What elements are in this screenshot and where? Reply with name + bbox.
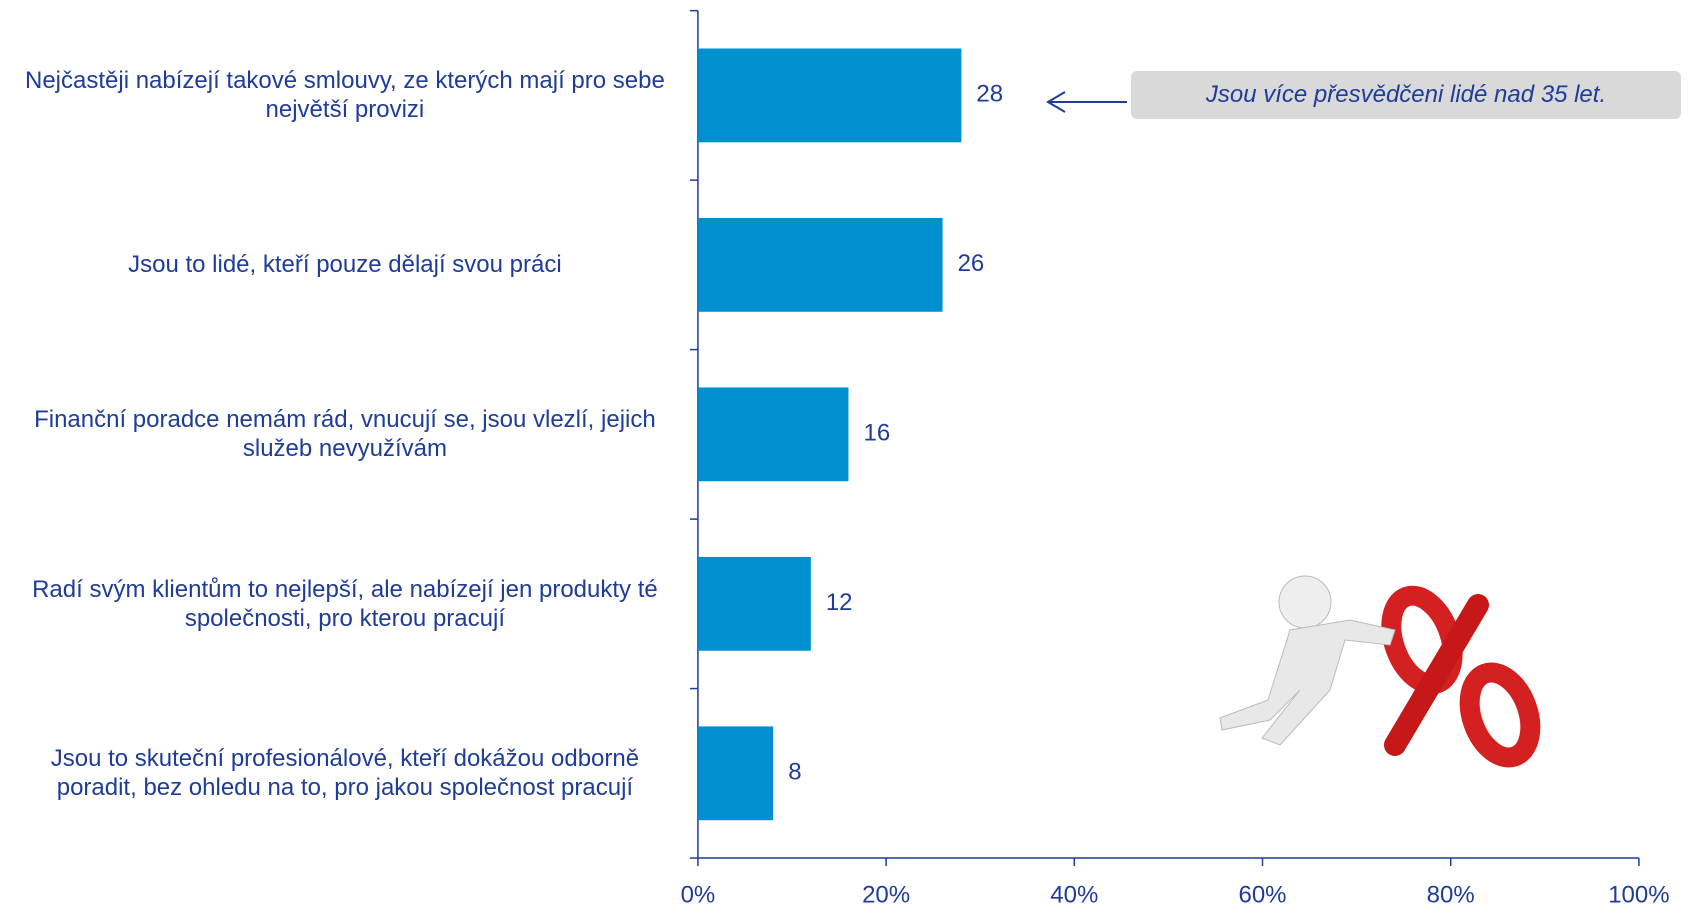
value-label: 8 — [788, 759, 801, 786]
value-label: 12 — [826, 589, 853, 616]
category-label: Finanční poradce nemám rád, vnucují se, … — [34, 406, 656, 463]
category-label: Jsou to skuteční profesionálové, kteří d… — [50, 745, 640, 802]
bar — [697, 48, 962, 143]
x-tick-label: 40% — [1050, 881, 1098, 908]
percent-slash — [1384, 594, 1489, 756]
category-label: Radí svým klientům to nejlepší, ale nabí… — [32, 575, 658, 632]
x-tick-label: 20% — [862, 881, 910, 908]
value-label: 28 — [976, 81, 1003, 108]
bar — [697, 217, 943, 312]
annotation: Jsou více přesvědčeni lidé nad 35 let. — [1131, 71, 1681, 119]
x-tick-label: 0% — [681, 881, 716, 908]
x-tick-label: 60% — [1238, 881, 1286, 908]
figure-body — [1219, 619, 1396, 746]
value-label: 16 — [863, 420, 890, 447]
x-tick-label: 100% — [1608, 881, 1669, 908]
percent-illustration — [1219, 575, 1541, 768]
category-label: Jsou to lidé, kteří pouze dělají svou pr… — [128, 251, 562, 279]
bar — [697, 387, 849, 482]
percent-ring — [1459, 662, 1541, 768]
x-tick-label: 80% — [1427, 881, 1475, 908]
bar — [697, 556, 811, 651]
bar — [697, 726, 774, 821]
value-label: 26 — [958, 250, 985, 277]
figure-head — [1278, 575, 1332, 629]
annotation-arrowhead — [1046, 91, 1066, 113]
category-label: Nejčastěji nabízejí takové smlouvy, ze k… — [24, 67, 665, 124]
